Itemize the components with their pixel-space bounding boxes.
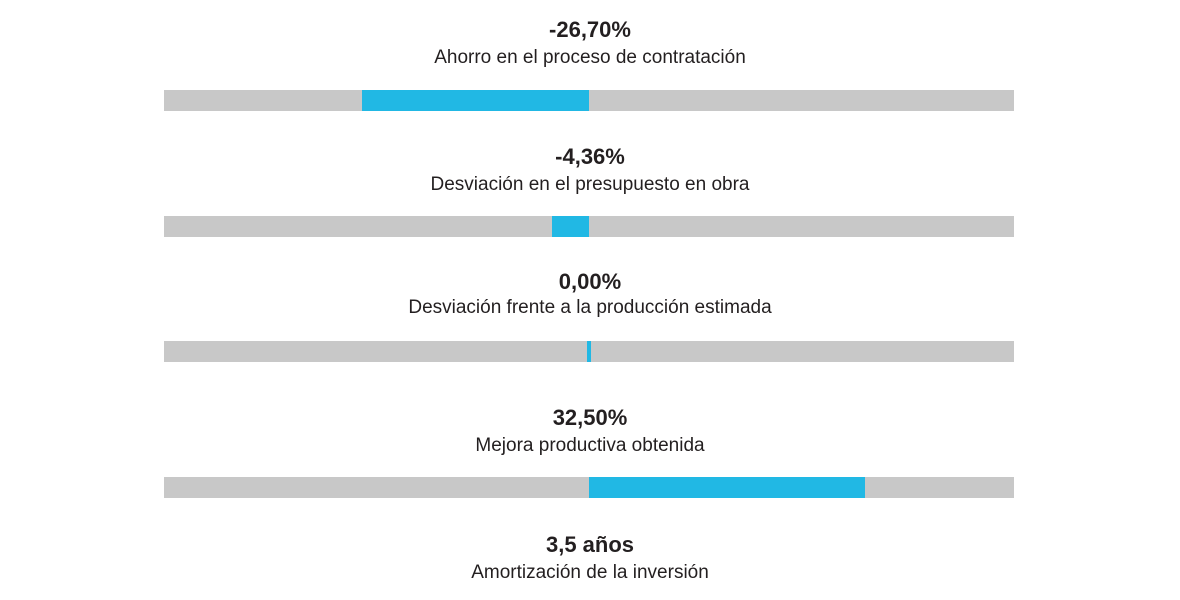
metric-label: Mejora productiva obtenida [475, 435, 705, 456]
metric-label: Amortización de la inversión [471, 562, 709, 583]
metric-value: -4,36% [555, 144, 625, 169]
metric-value: 0,00% [558, 269, 622, 294]
bar-fill [551, 216, 589, 237]
metric-label: Desviación en el presupuesto en obra [430, 174, 750, 195]
bar-fill [587, 341, 591, 362]
bar-fill [362, 90, 589, 111]
bar-track [164, 90, 1014, 111]
bar-track [164, 477, 1014, 498]
bar-track [164, 341, 1014, 362]
metric-value: 3,5 años [545, 532, 635, 557]
metric-value: 32,50% [552, 405, 628, 430]
metric-label: Ahorro en el proceso de contratación [434, 47, 746, 68]
metric-label: Desviación frente a la producción estima… [408, 297, 772, 318]
metric-value: -26,70% [549, 17, 631, 42]
bar-track [164, 216, 1014, 237]
bar-fill [589, 477, 866, 498]
